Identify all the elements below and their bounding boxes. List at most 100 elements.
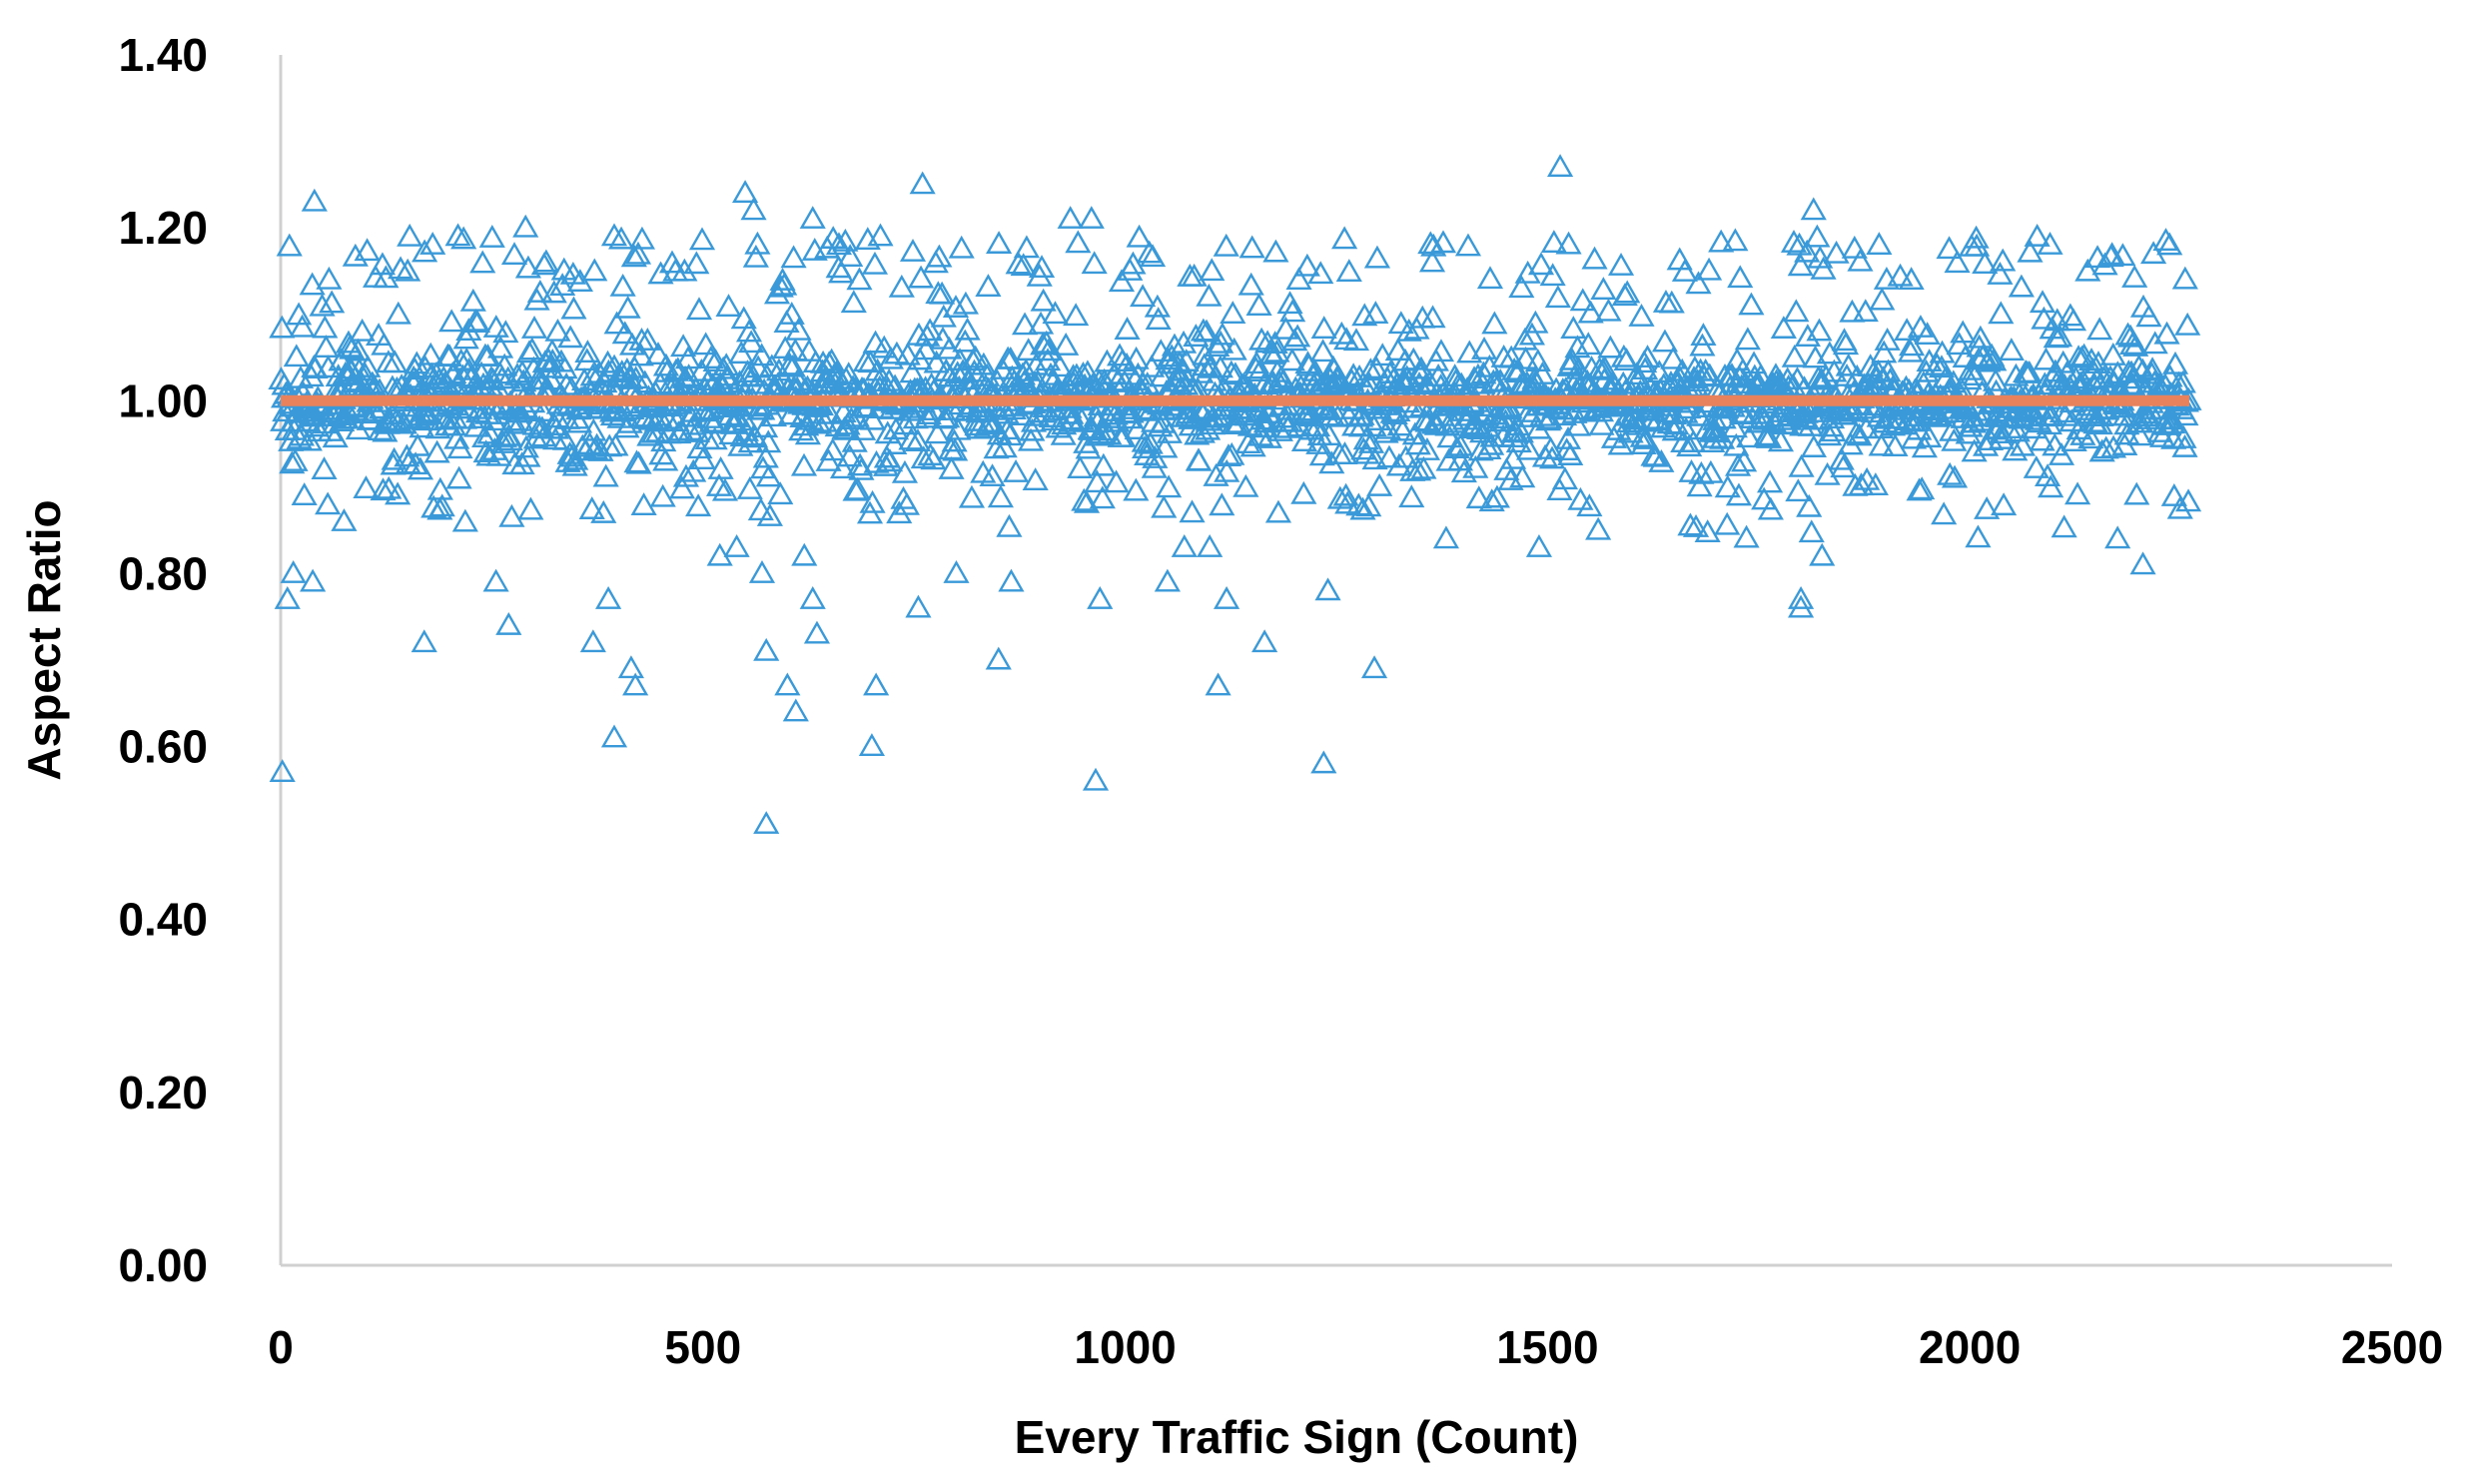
scatter-point <box>322 424 349 448</box>
scatter-point <box>340 370 367 393</box>
scatter-point <box>748 560 776 583</box>
scatter-point <box>1030 332 1057 356</box>
scatter-point <box>1022 467 1049 491</box>
scatter-point <box>1998 338 2025 362</box>
scatter-point <box>1429 230 1457 254</box>
scatter-point <box>2174 312 2201 336</box>
scatter-point <box>1898 267 1925 291</box>
scatter-point <box>877 346 905 370</box>
scatter-point <box>611 321 638 345</box>
scatter-point <box>867 223 894 247</box>
scatter-point <box>1418 249 1446 273</box>
scatter-point <box>411 629 437 653</box>
scatter-point <box>983 435 1010 459</box>
scatter-point <box>1800 434 1827 457</box>
scatter-point <box>313 335 340 359</box>
scatter-point <box>1132 435 1159 458</box>
scatter-point <box>672 463 700 487</box>
scatter-point <box>1860 399 1888 423</box>
scatter-point <box>871 335 898 359</box>
scatter-point <box>782 698 809 722</box>
scatter-point <box>1642 443 1669 467</box>
scatter-point <box>1560 316 1587 340</box>
scatter-point <box>426 476 453 500</box>
scatter-point <box>874 420 901 444</box>
scatter-point <box>954 317 981 341</box>
scatter-point <box>680 458 707 482</box>
scatter-point <box>861 251 889 275</box>
scatter-point <box>451 508 478 532</box>
scatter-point <box>1181 263 1208 287</box>
scatter-point <box>1310 750 1337 774</box>
scatter-point <box>485 442 512 466</box>
scatter-point <box>1390 367 1417 390</box>
scatter-point <box>941 428 968 452</box>
scatter-point <box>2033 347 2059 371</box>
scatter-point <box>1508 275 1535 299</box>
scatter-point <box>1465 485 1492 509</box>
scatter-point <box>1002 459 1030 482</box>
scatter-point <box>274 585 301 609</box>
scatter-point <box>1591 356 1618 379</box>
scatter-point <box>520 316 548 339</box>
scatter-point <box>355 355 382 377</box>
scatter-point <box>2031 306 2058 330</box>
scatter-point <box>1285 267 1312 291</box>
scatter-point <box>1576 493 1603 517</box>
scatter-point <box>711 477 739 501</box>
scatter-point <box>1150 409 1177 433</box>
scatter-point <box>945 416 972 440</box>
scatter-point <box>1214 585 1240 609</box>
scatter-point <box>1155 347 1182 371</box>
scatter-point <box>581 258 608 282</box>
scatter-point <box>625 450 652 474</box>
scatter-point <box>776 352 803 375</box>
scatter-point <box>619 332 646 356</box>
scatter-point <box>2002 437 2029 461</box>
scatter-point <box>1990 248 2017 272</box>
scatter-point <box>1332 482 1359 506</box>
scatter-point <box>1090 452 1117 476</box>
scatter-point <box>1084 469 1111 493</box>
scatter-point <box>1696 363 1723 386</box>
scatter-point <box>1483 484 1510 508</box>
scatter-point <box>1218 360 1244 383</box>
scatter-point <box>713 353 740 376</box>
scatter-point <box>495 611 522 635</box>
scatter-point <box>1293 400 1320 424</box>
scatter-point <box>1617 419 1644 443</box>
scatter-point <box>1284 324 1311 348</box>
scatter-point <box>388 256 414 280</box>
scatter-points <box>268 154 2202 834</box>
scatter-point <box>1057 206 1084 229</box>
scatter-point <box>1245 293 1272 317</box>
scatter-point <box>608 226 635 250</box>
scatter-point <box>671 258 698 282</box>
scatter-point <box>1361 446 1388 470</box>
scatter-point <box>692 332 719 356</box>
scatter-point <box>2088 438 2115 462</box>
scatter-point <box>2135 304 2162 328</box>
scatter-point <box>1173 371 1200 395</box>
scatter-point <box>1310 316 1337 340</box>
scatter-point <box>979 463 1006 487</box>
scatter-point <box>996 422 1024 446</box>
scatter-point <box>2160 483 2187 506</box>
scatter-point <box>985 646 1012 670</box>
scatter-point <box>1946 332 1973 356</box>
scatter-point <box>622 672 649 696</box>
scatter-point <box>1806 318 1833 342</box>
scatter-point <box>1515 436 1543 460</box>
scatter-point <box>970 459 997 483</box>
scatter-point <box>1063 303 1090 327</box>
scatter-point <box>354 238 381 262</box>
scatter-point <box>652 447 679 471</box>
scatter-point <box>609 273 636 297</box>
scatter-point <box>382 350 409 373</box>
scatter-point <box>688 227 716 251</box>
scatter-point <box>817 400 844 424</box>
scatter-point <box>2060 428 2087 451</box>
scatter-point <box>2086 317 2113 341</box>
scatter-point <box>452 326 479 350</box>
scatter-point <box>828 260 855 284</box>
